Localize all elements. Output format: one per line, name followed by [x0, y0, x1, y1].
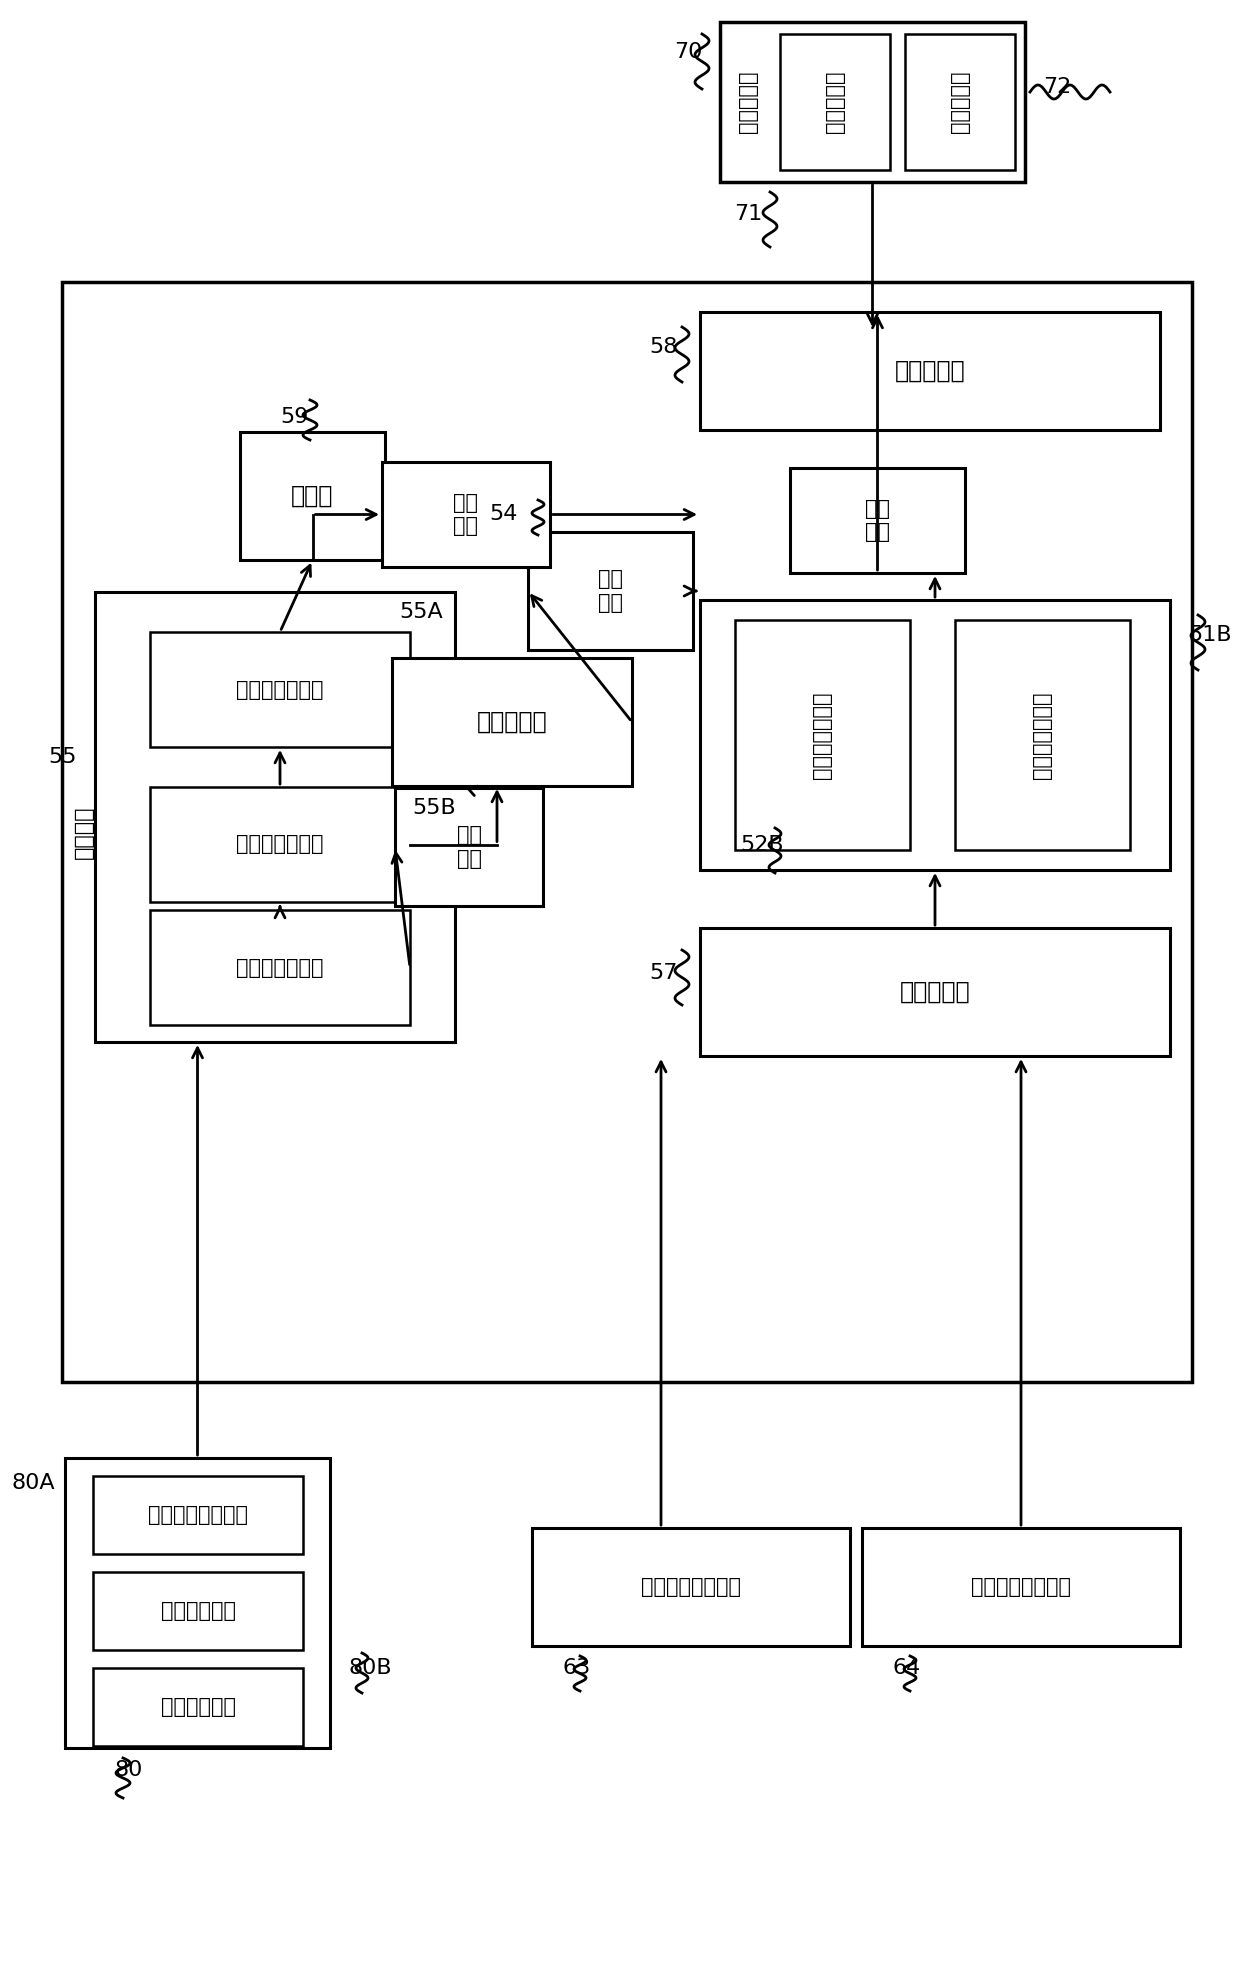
Text: 本机
位置: 本机 位置	[454, 493, 479, 536]
Text: 动作设备群: 动作设备群	[738, 71, 758, 134]
Bar	[93, 1573, 303, 1650]
Text: 车速
控制: 车速 控制	[866, 499, 890, 542]
Text: 58: 58	[650, 337, 678, 357]
Bar	[532, 1528, 849, 1646]
Text: 72: 72	[1043, 77, 1071, 97]
Text: 52B: 52B	[740, 836, 784, 855]
Bar	[735, 621, 910, 850]
Text: 54: 54	[490, 505, 518, 524]
Text: 80A: 80A	[11, 1472, 55, 1492]
Text: 64: 64	[892, 1658, 920, 1677]
Bar	[701, 311, 1159, 430]
Bar	[150, 633, 410, 747]
Text: 行驶
路径: 行驶 路径	[598, 570, 622, 613]
Bar	[95, 591, 455, 1043]
Text: 59: 59	[280, 406, 309, 428]
Text: 卫星导航模块: 卫星导航模块	[160, 1600, 236, 1620]
Text: 55: 55	[48, 747, 77, 767]
Bar	[790, 467, 965, 574]
Bar	[701, 928, 1171, 1056]
Text: 自动行驶控制部: 自动行驶控制部	[812, 692, 832, 779]
Text: 作业设备群: 作业设备群	[950, 71, 970, 134]
Bar	[150, 911, 410, 1025]
Text: 55B: 55B	[412, 798, 456, 818]
Bar	[701, 599, 1171, 869]
Text: 作业状态传感器群: 作业状态传感器群	[971, 1577, 1071, 1597]
Text: 本机位置检测模块: 本机位置检测模块	[148, 1506, 248, 1526]
Text: 55A: 55A	[399, 601, 443, 623]
Text: 80B: 80B	[348, 1658, 392, 1677]
Bar	[780, 34, 890, 170]
Bar	[62, 282, 1192, 1382]
Text: 农田
形状: 农田 形状	[456, 826, 481, 869]
Text: 行驶状态传感器群: 行驶状态传感器群	[641, 1577, 742, 1597]
Bar	[862, 1528, 1180, 1646]
Text: 63: 63	[562, 1658, 590, 1677]
Bar	[396, 788, 543, 907]
Bar	[955, 621, 1130, 850]
Text: 本车位置计算部: 本车位置计算部	[237, 680, 324, 700]
Text: 存储部: 存储部	[291, 485, 334, 509]
Text: 行驶轨迹获取部: 行驶轨迹获取部	[237, 834, 324, 855]
Bar	[241, 432, 384, 560]
Text: 输入处理部: 输入处理部	[900, 980, 971, 1003]
Bar	[93, 1667, 303, 1746]
Text: 农田形状计算部: 农田形状计算部	[237, 958, 324, 978]
Bar	[64, 1459, 330, 1748]
Text: 惯性导航模块: 惯性导航模块	[160, 1697, 236, 1717]
Text: 70: 70	[673, 41, 702, 61]
Text: 71: 71	[734, 205, 763, 225]
Bar	[93, 1476, 303, 1553]
Bar	[150, 786, 410, 903]
Text: 路径设定部: 路径设定部	[476, 710, 547, 733]
Bar	[528, 532, 693, 650]
Text: 57: 57	[650, 964, 678, 984]
Bar	[392, 658, 632, 786]
Text: 自动作业控制部: 自动作业控制部	[1032, 692, 1052, 779]
Bar	[905, 34, 1016, 170]
Bar	[382, 461, 551, 568]
Text: 输出处理部: 输出处理部	[895, 359, 965, 382]
Text: 控制单元: 控制单元	[74, 806, 94, 859]
Text: 51B: 51B	[1188, 625, 1231, 645]
Text: 行驶设备群: 行驶设备群	[825, 71, 844, 134]
Bar	[720, 22, 1025, 181]
Text: 80: 80	[115, 1760, 144, 1780]
